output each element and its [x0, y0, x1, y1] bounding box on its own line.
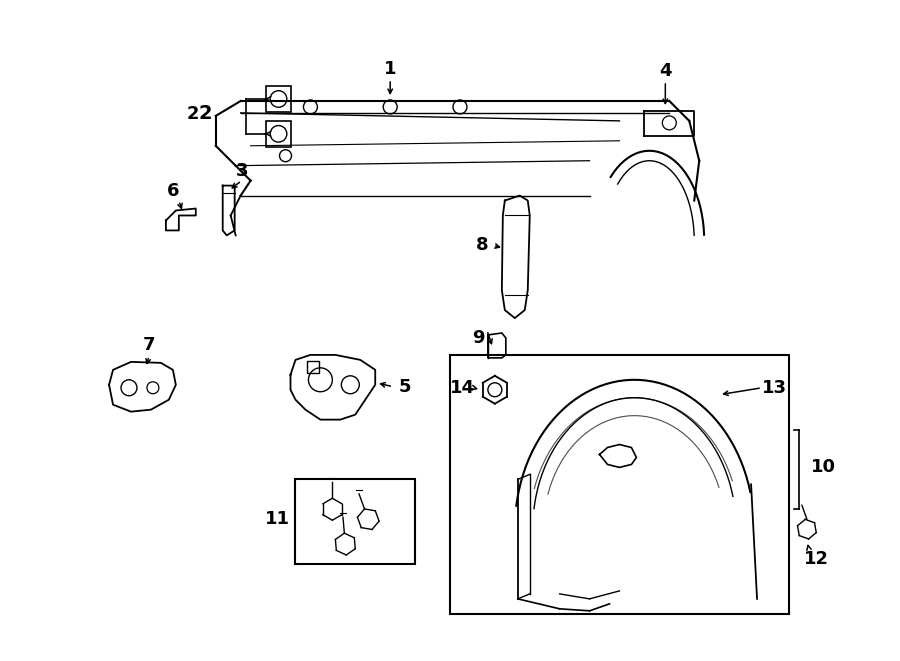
Text: 8: 8	[475, 237, 488, 254]
Text: 7: 7	[143, 336, 155, 354]
Text: 12: 12	[805, 550, 830, 568]
Text: 1: 1	[384, 60, 396, 78]
Text: 3: 3	[236, 162, 248, 180]
Bar	[266, 121, 292, 147]
Bar	[450, 355, 789, 614]
Text: 2: 2	[186, 105, 199, 123]
Text: 11: 11	[265, 510, 290, 528]
Bar	[266, 86, 292, 112]
Text: 10: 10	[811, 459, 836, 477]
Bar	[308, 361, 320, 373]
Text: 14: 14	[449, 379, 474, 397]
Text: 2: 2	[199, 104, 212, 124]
Text: 9: 9	[472, 329, 484, 347]
Bar	[295, 479, 415, 564]
Text: 13: 13	[761, 379, 787, 397]
Text: 4: 4	[659, 62, 671, 80]
Text: 5: 5	[399, 378, 411, 396]
Text: 6: 6	[166, 182, 179, 200]
